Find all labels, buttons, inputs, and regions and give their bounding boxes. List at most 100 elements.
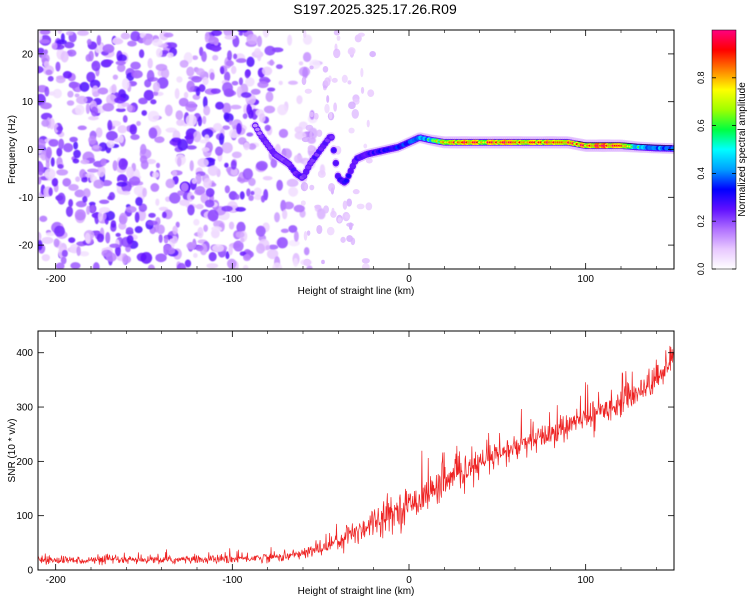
noise-blob: [288, 186, 299, 197]
noise-blob: [155, 48, 163, 58]
noise-blob: [174, 88, 180, 100]
noise-blob: [100, 158, 107, 167]
snr-y-axis-label: SNR (10 * v/v): [7, 419, 18, 483]
noise-blob: [147, 264, 156, 269]
noise-blob: [228, 221, 235, 230]
noise-blob: [254, 48, 261, 56]
noise-blob: [93, 179, 105, 189]
noise-blob: [202, 115, 207, 125]
noise-blob: [230, 104, 242, 110]
noise-blob: [212, 54, 219, 61]
noise-blob: [262, 175, 273, 181]
noise-blob: [165, 178, 176, 189]
y-tick-label: 0: [27, 566, 33, 577]
noise-blob: [74, 93, 80, 98]
snr-background: [38, 331, 674, 570]
noise-blob: [176, 119, 185, 127]
noise-blob: [328, 182, 336, 192]
noise-blob: [219, 132, 225, 145]
snr-y-ticks: 0 100 200 300 400: [16, 348, 674, 577]
colorbar-tick-label: 0.4: [696, 167, 706, 180]
signal-core: [316, 149, 322, 154]
noise-blob: [144, 79, 152, 88]
noise-blob: [346, 198, 352, 207]
noise-blob: [155, 198, 160, 206]
noise-blob: [248, 194, 254, 201]
noise-blob: [246, 103, 252, 115]
noise-blob: [41, 254, 50, 262]
noise-blob: [207, 209, 219, 222]
noise-blob: [118, 134, 124, 144]
colorbar-tick-label: 0.8: [696, 72, 706, 85]
noise-blob: [244, 69, 250, 79]
signal-core: [269, 148, 275, 153]
noise-blob: [240, 92, 252, 98]
noise-blob: [146, 69, 155, 82]
noise-blob: [56, 126, 63, 131]
noise-blob: [282, 209, 288, 220]
noise-blob: [220, 66, 225, 75]
noise-blob: [342, 200, 348, 210]
noise-blob: [352, 189, 360, 195]
noise-blob: [105, 130, 118, 141]
noise-blob: [195, 87, 201, 96]
noise-blob: [126, 166, 134, 179]
noise-blob: [61, 249, 68, 258]
signal-core: [308, 161, 313, 166]
noise-blob: [264, 124, 271, 132]
noise-blob: [203, 105, 211, 116]
noise-blob: [212, 123, 223, 132]
noise-blob: [184, 259, 192, 268]
noise-blob: [41, 236, 54, 245]
noise-blob: [280, 199, 287, 212]
noise-blob: [243, 141, 250, 151]
noise-blob: [38, 65, 44, 74]
signal-core: [333, 161, 339, 166]
noise-blob: [347, 80, 352, 85]
noise-blob: [275, 64, 283, 70]
noise-blob: [186, 145, 197, 150]
noise-blob: [58, 138, 65, 150]
noise-blob: [141, 110, 148, 116]
noise-blob: [228, 245, 233, 256]
signal-core: [322, 141, 328, 146]
noise-blob: [224, 34, 237, 40]
noise-blob: [309, 184, 315, 191]
noise-blob: [56, 39, 68, 45]
noise-blob: [79, 81, 90, 92]
noise-blob: [147, 110, 160, 122]
noise-blob: [257, 81, 269, 89]
signal-core: [263, 140, 269, 145]
noise-blob: [151, 171, 160, 178]
noise-blob: [86, 71, 96, 83]
snr-panel: -200 -100 0 100 0 100 200 300 400 Height of str…: [7, 330, 675, 597]
noise-blob: [198, 84, 206, 93]
signal-core: [344, 178, 349, 183]
noise-blob: [74, 209, 86, 221]
noise-blob: [150, 99, 157, 105]
noise-blob: [39, 215, 48, 222]
noise-blob: [44, 168, 56, 180]
y-tick-label: -10: [19, 193, 34, 204]
noise-blob: [115, 232, 121, 237]
noise-blob: [107, 119, 113, 131]
noise-blob: [148, 127, 158, 139]
noise-blob: [179, 199, 190, 206]
noise-blob: [158, 206, 169, 211]
signal-core: [348, 169, 354, 173]
noise-blob: [38, 231, 42, 242]
noise-blob: [313, 112, 319, 120]
noise-blob: [88, 115, 99, 121]
noise-blob: [38, 176, 42, 185]
noise-blob: [112, 74, 119, 80]
noise-blob: [134, 226, 143, 234]
noise-blob: [305, 124, 314, 131]
noise-blob: [125, 230, 134, 235]
signal-core: [257, 131, 262, 136]
noise-blob: [69, 136, 78, 143]
x-tick-label: 100: [577, 575, 594, 586]
noise-blob: [45, 146, 52, 159]
noise-blob: [171, 137, 182, 143]
noise-blob: [130, 30, 141, 42]
